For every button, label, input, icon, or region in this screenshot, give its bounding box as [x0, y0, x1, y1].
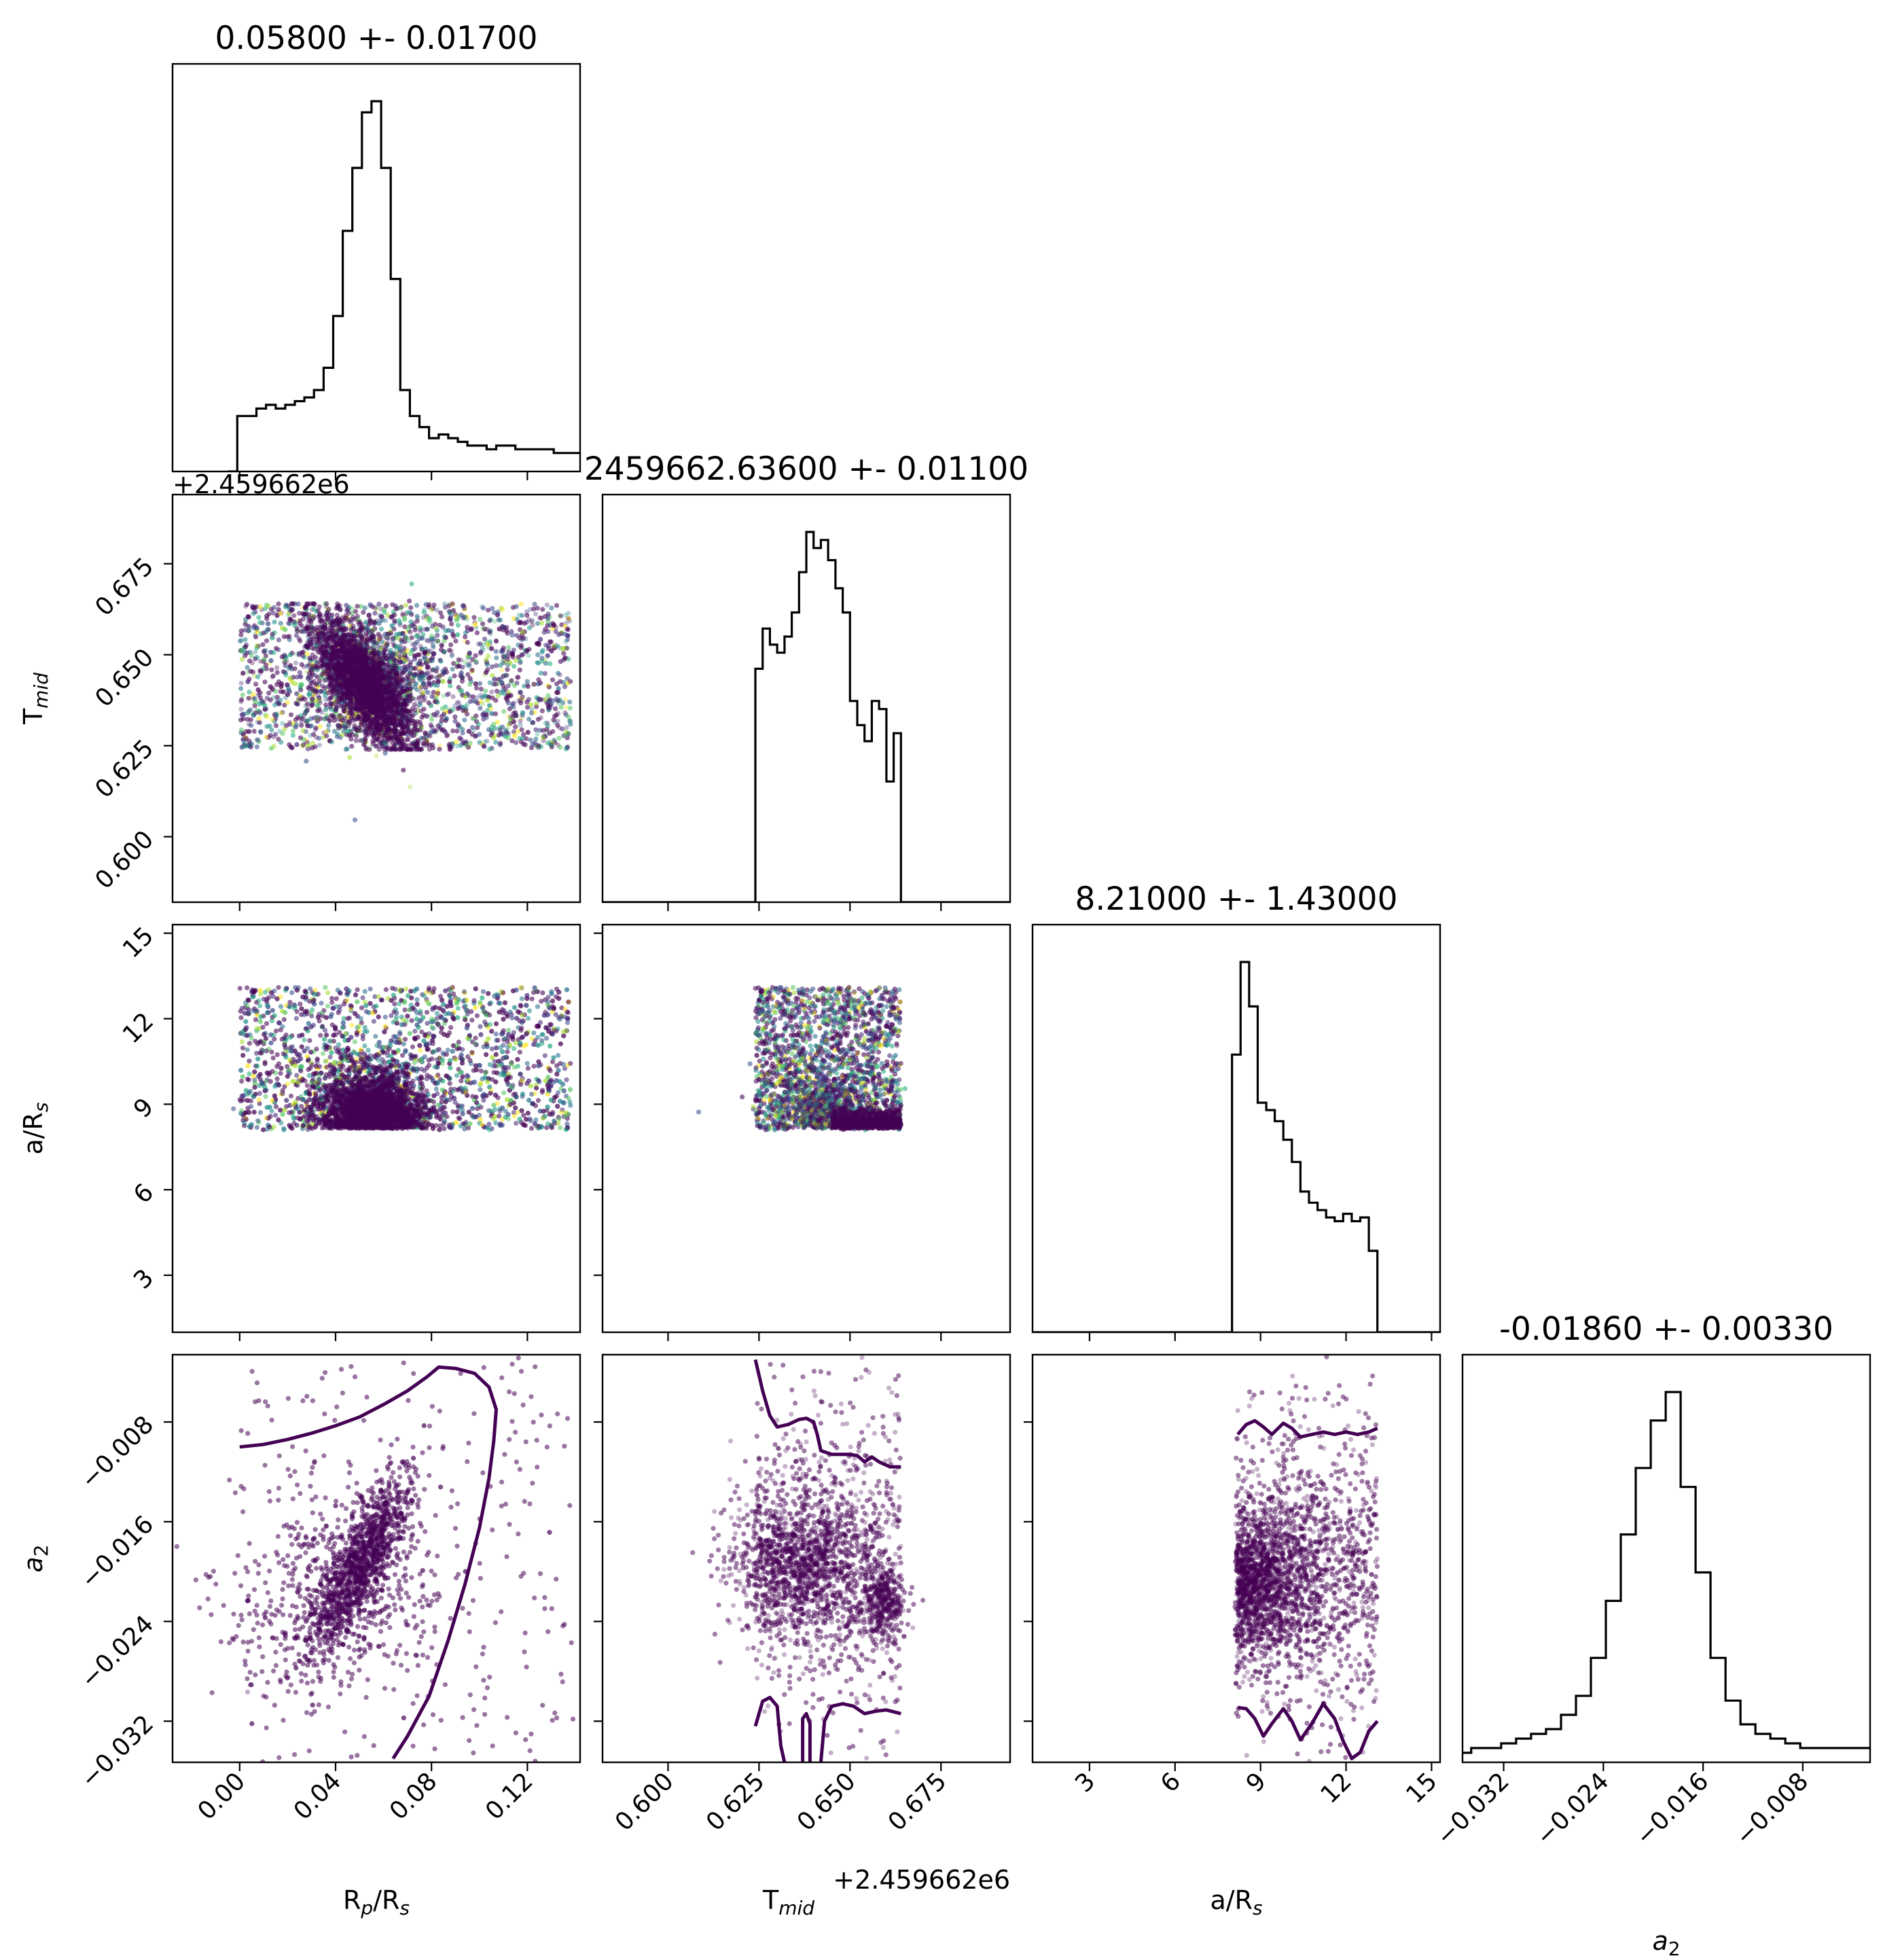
- y-axis-label-a2: a2: [18, 1544, 52, 1572]
- x-tick-label-rp: 0.12: [480, 1767, 539, 1825]
- axes-frames: [171, 63, 1871, 1764]
- x-tick-label-rp: 0.08: [384, 1767, 443, 1825]
- x-tick-label-tmid: 0.650: [792, 1767, 861, 1836]
- scatter-points-tmid-a2: [690, 1355, 926, 1761]
- y-axis-label-ars: a/Rs: [18, 1102, 52, 1154]
- y-tick-label-ars: 6: [128, 1179, 159, 1209]
- panel-frame-1-0: [171, 493, 581, 904]
- x-tick-label-ars: 15: [1401, 1767, 1442, 1808]
- contour-tmid-a2-lower: [753, 1696, 787, 1762]
- x-tick-label-ars: 9: [1241, 1767, 1272, 1798]
- x-tick-label-tmid: 0.600: [610, 1767, 679, 1836]
- panel-frame-3-3: [1461, 1353, 1871, 1764]
- x-tick-label-rp: 0.00: [193, 1767, 251, 1825]
- contour-rp-a2: [239, 1365, 498, 1760]
- x-axis-label-rp: Rp/Rs: [343, 1885, 410, 1919]
- x-tick-label-a2: −0.032: [1431, 1767, 1515, 1851]
- scatter-points-ars-a2: [1232, 1355, 1380, 1762]
- x-tick-label-a2: −0.008: [1730, 1767, 1814, 1851]
- panel-title-ars: 8.21000 +- 1.43000: [1075, 880, 1398, 918]
- panel-frame-2-1: [601, 923, 1011, 1334]
- x-tick-label-tmid: 0.675: [883, 1767, 952, 1836]
- contour-tmid-a2-lower3: [819, 1702, 901, 1762]
- y-tick-label-a2: −0.016: [75, 1510, 159, 1594]
- contour-tmid-a2-lower2: [801, 1711, 812, 1762]
- x-axis-label-a2: a2: [1652, 1926, 1680, 1960]
- contour-ars-a2-lower: [1237, 1702, 1379, 1760]
- panel-title-rp: 0.05800 +- 0.01700: [215, 20, 538, 57]
- ticks-layer: [164, 471, 1804, 1771]
- x-tick-label-a2: −0.024: [1531, 1767, 1615, 1851]
- scatter-layer: [174, 581, 1380, 1762]
- offset-text-tmid-y: +2.459662e6: [173, 469, 350, 499]
- histogram-rp: [228, 100, 580, 471]
- panel-frame-3-1: [601, 1353, 1011, 1764]
- y-tick-label-a2: −0.032: [75, 1710, 159, 1794]
- x-tick-label-ars: 6: [1155, 1767, 1186, 1798]
- histogram-a2: [1463, 1391, 1870, 1754]
- histogram-layer: [228, 100, 1870, 1754]
- y-tick-label-tmid: 0.675: [90, 552, 159, 622]
- y-tick-label-tmid: 0.625: [90, 734, 159, 804]
- y-tick-label-ars: 15: [118, 922, 159, 963]
- offset-text-tmid-x: +2.459662e6: [833, 1865, 1010, 1895]
- panel-title-tmid: 2459662.63600 +- 0.01100: [584, 450, 1028, 488]
- x-tick-label-ars: 12: [1316, 1767, 1357, 1808]
- scatter-points-rp-a2: [174, 1355, 576, 1762]
- y-tick-label-tmid: 0.650: [90, 643, 159, 713]
- x-tick-label-a2: −0.016: [1630, 1767, 1714, 1851]
- panel-frame-3-0: [171, 1353, 581, 1764]
- panel-title-a2: -0.01860 +- 0.00330: [1499, 1311, 1833, 1348]
- contour-ars-a2-upper: [1236, 1419, 1378, 1439]
- y-tick-label-a2: −0.008: [75, 1410, 159, 1494]
- labels-layer: 0.600 0.625 0.650 0.675 3 6 9 12 15 0.00 0.04 0.08 0…: [18, 20, 1833, 1960]
- histogram-tmid: [603, 531, 1010, 902]
- x-axis-label-ars: a/Rs: [1210, 1885, 1262, 1919]
- y-tick-label-ars: 9: [128, 1093, 159, 1124]
- scatter-points-rp-tmid: [287, 601, 453, 752]
- x-axis-label-tmid: Tmid: [762, 1885, 814, 1919]
- contour-layer: [239, 1359, 1379, 1762]
- x-tick-label-tmid: 0.625: [701, 1767, 770, 1836]
- y-tick-label-ars: 12: [118, 1008, 159, 1049]
- x-tick-label-rp: 0.04: [289, 1767, 347, 1825]
- scatter-points-rp-ars: [287, 1016, 461, 1131]
- x-tick-label-ars: 3: [1070, 1767, 1100, 1798]
- y-tick-label-a2: −0.024: [75, 1610, 159, 1694]
- panel-frame-0-0: [171, 63, 581, 473]
- y-tick-label-tmid: 0.600: [90, 825, 159, 895]
- y-axis-label-tmid: Tmid: [18, 673, 52, 725]
- panel-frame-2-0: [171, 923, 581, 1334]
- contour-tmid-a2-upper: [753, 1359, 901, 1469]
- panel-frame-1-1: [601, 493, 1011, 904]
- histogram-ars: [1033, 961, 1440, 1332]
- scatter-points-tmid-ars: [829, 1097, 903, 1131]
- panel-frame-2-2: [1031, 923, 1441, 1334]
- scatter-points-tmid-ars: [696, 984, 908, 1133]
- y-tick-label-ars: 3: [128, 1264, 159, 1294]
- panel-frame-3-2: [1031, 1353, 1441, 1764]
